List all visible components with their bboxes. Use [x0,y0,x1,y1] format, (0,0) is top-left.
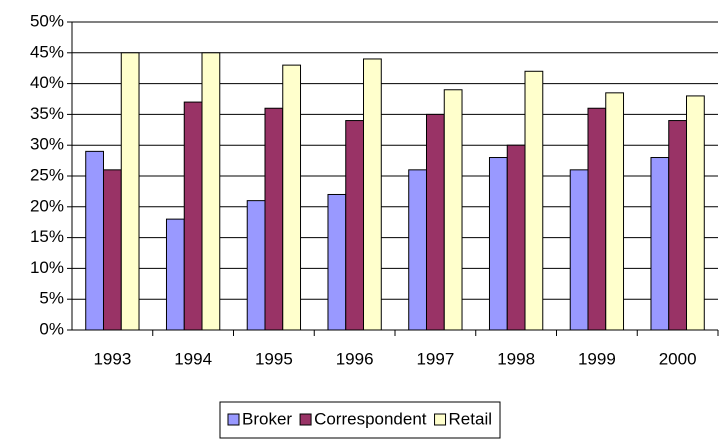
x-tick-label: 1998 [497,349,535,368]
bar [686,95,705,331]
bar [327,193,347,331]
bar [183,101,203,331]
y-tick-label: 0% [39,319,64,338]
bar [246,200,266,331]
legend-label: Correspondent [314,409,427,428]
bar [443,89,463,331]
legend-label: Retail [449,409,492,428]
bar [408,169,427,331]
legend-label: Broker [242,409,292,428]
bar [102,169,122,331]
legend-swatch [299,413,312,426]
y-tick-label: 5% [39,289,64,308]
x-tick-label: 1993 [93,349,131,368]
y-tick-label: 10% [30,258,64,277]
legend-box [219,401,501,439]
x-tick-label: 2000 [659,349,697,368]
x-tick-label: 1994 [174,349,212,368]
x-tick-label: 1995 [255,349,293,368]
legend-swatch [227,413,240,426]
bar [282,64,302,331]
bar [506,144,526,331]
bar [85,150,104,331]
x-tick-label: 1997 [416,349,454,368]
y-tick-label: 25% [30,165,64,184]
bar [605,92,625,331]
x-tick-label: 1996 [336,349,374,368]
bar [488,157,508,331]
legend-swatch [434,413,447,426]
bar [587,107,607,331]
bar [524,70,544,331]
bar [165,218,185,331]
y-tick-label: 35% [30,104,64,123]
y-tick-label: 40% [30,73,64,92]
bar [363,58,382,331]
y-tick-label: 30% [30,135,64,154]
bar [569,169,589,331]
bar [264,107,284,331]
y-tick-label: 15% [30,227,64,246]
bar [201,52,221,331]
x-tick-label: 1999 [578,349,616,368]
y-tick-label: 45% [30,42,64,61]
bar [668,120,688,331]
y-tick-label: 20% [30,196,64,215]
bar [120,52,140,331]
bar [425,113,445,331]
bar [345,120,365,331]
y-tick-label: 50% [30,11,64,30]
bar [650,157,670,331]
